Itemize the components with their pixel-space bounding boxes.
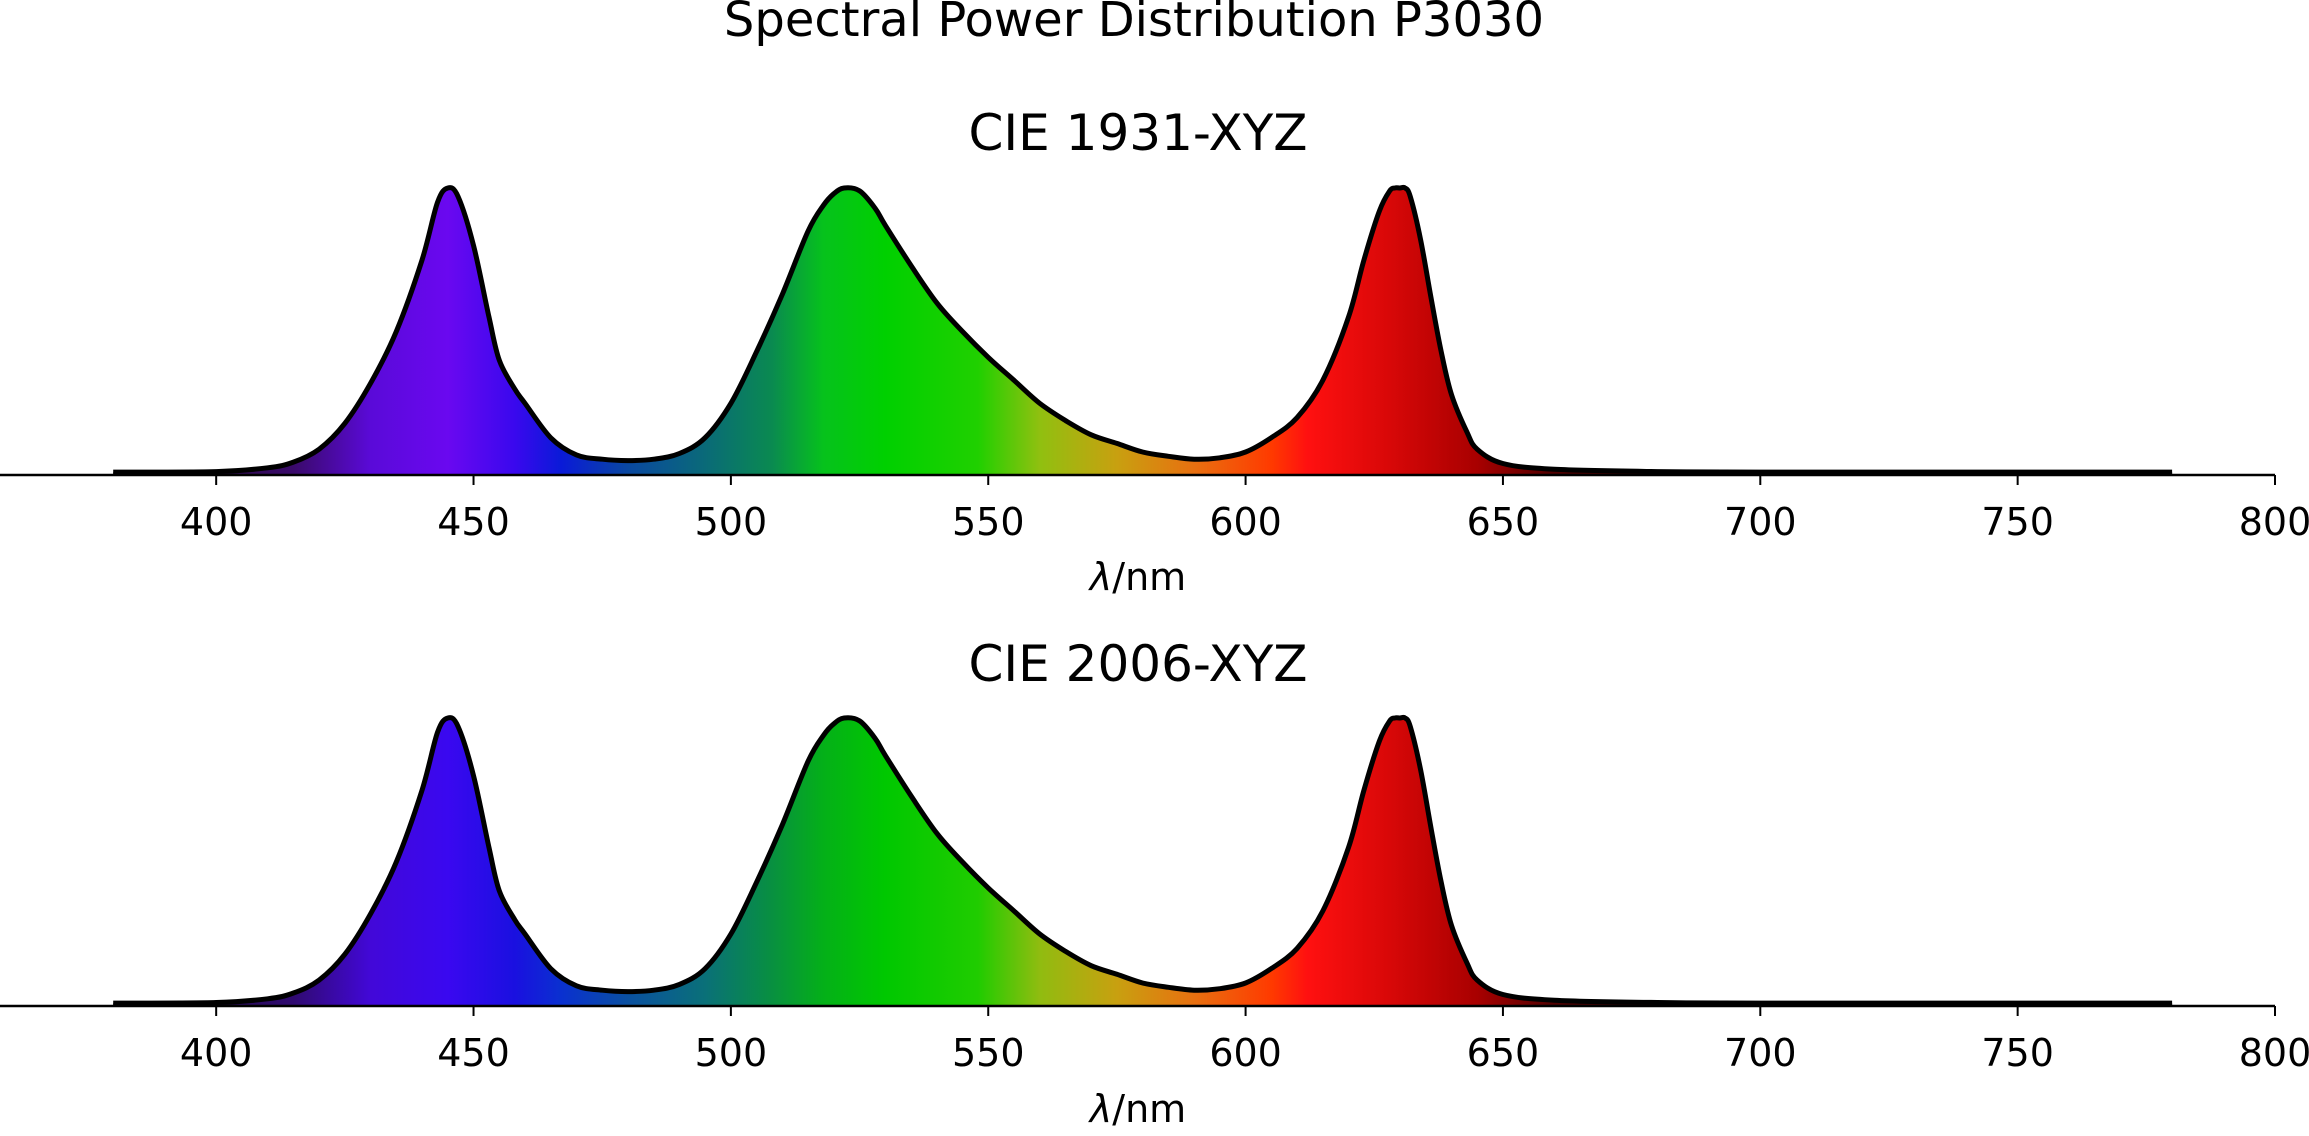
x-tick-label: 800 <box>2239 500 2309 544</box>
x-tick-label: 400 <box>180 500 253 544</box>
panel-title: CIE 1931-XYZ <box>969 104 1308 162</box>
plot-area <box>113 714 2173 1006</box>
x-tick-label: 650 <box>1467 1031 1540 1075</box>
x-tick-label: 700 <box>1724 500 1797 544</box>
x-tick-label: 450 <box>437 500 510 544</box>
x-axis-symbol: λ <box>1088 1087 1113 1131</box>
x-axis-symbol: λ <box>1088 555 1113 599</box>
x-tick-label: 550 <box>952 500 1025 544</box>
x-tick-label: 750 <box>1981 500 2054 544</box>
spectrum-fill-area <box>113 187 2173 475</box>
panel-cie-1931: CIE 1931-XYZ 400 450 500 550 600 650 700 750 800… <box>0 104 2309 599</box>
panel-cie-2006: CIE 2006-XYZ 400 450 500 550 600 650 700 750 800… <box>0 635 2309 1131</box>
x-tick-label: 500 <box>695 1031 768 1075</box>
x-axis-unit: /nm <box>1112 555 1186 599</box>
x-tick-label: 550 <box>952 1031 1025 1075</box>
panel-title: CIE 2006-XYZ <box>969 635 1308 693</box>
x-ticks: 400 450 500 550 600 650 700 750 800 <box>180 475 2309 544</box>
spd-outline <box>113 184 2173 475</box>
x-axis-unit: /nm <box>1112 1087 1186 1131</box>
x-axis-label: λ/nm <box>1088 1087 1186 1131</box>
x-tick-label: 600 <box>1209 1031 1282 1075</box>
x-tick-label: 600 <box>1209 500 1282 544</box>
x-tick-label: 400 <box>180 1031 253 1075</box>
x-tick-label: 650 <box>1467 500 1540 544</box>
x-tick-label: 800 <box>2239 1031 2309 1075</box>
x-tick-label: 700 <box>1724 1031 1797 1075</box>
x-tick-label: 450 <box>437 1031 510 1075</box>
x-axis-label: λ/nm <box>1088 555 1186 599</box>
x-tick-label: 500 <box>695 500 768 544</box>
x-ticks: 400 450 500 550 600 650 700 750 800 <box>180 1006 2309 1075</box>
spectrum-fill-area <box>113 717 2173 1006</box>
figure-title: Spectral Power Distribution P3030 <box>724 0 1544 48</box>
plot-area <box>113 184 2173 475</box>
x-tick-label: 750 <box>1981 1031 2054 1075</box>
spd-outline <box>113 714 2173 1006</box>
